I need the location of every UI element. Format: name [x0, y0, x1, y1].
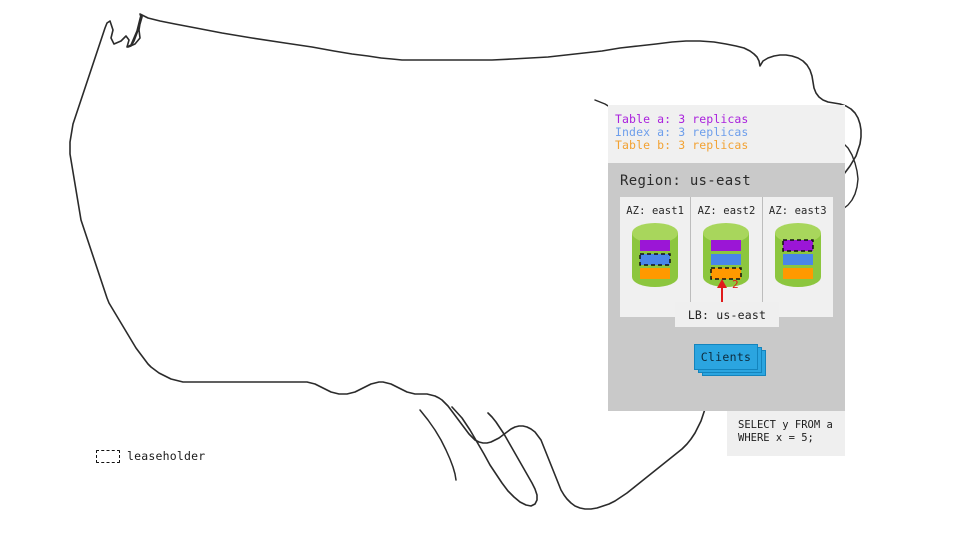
range-table-a-east3 [782, 239, 814, 252]
sql-query-box: SELECT y FROM a WHERE x = 5; [727, 411, 845, 456]
range-table-b-east2 [710, 267, 743, 280]
database-node-east3 [773, 222, 823, 288]
sql-query-line-2: WHERE x = 5; [738, 432, 814, 444]
range-index-a-east3 [782, 254, 813, 265]
load-balancer-label: LB: us-east [687, 307, 767, 322]
az-label-east1: AZ: east1 [626, 205, 685, 217]
replica-legend-row-table-b: Table b: 3 replicas [615, 138, 749, 153]
az-label-east3: AZ: east3 [768, 205, 827, 217]
arrow-head [717, 279, 727, 288]
replica-legend-row-table-a: Table a: 3 replicas [615, 112, 749, 126]
range-table-a-east1 [640, 240, 671, 251]
clients-stack: Clients [694, 344, 766, 376]
az-cell-east2: AZ: east2 [690, 197, 761, 317]
availability-zone-strip: AZ: east1 AZ: east2 [620, 197, 833, 317]
range-table-b-east1 [640, 268, 671, 279]
florida-peninsula [451, 406, 538, 507]
us-border-path [69, 13, 862, 510]
range-table-a-east2 [711, 240, 742, 251]
leaseholder-legend-label: leaseholder [127, 449, 206, 463]
range-index-a-east1 [639, 253, 671, 266]
replica-legend-panel: Table a: 3 replicas Index a: 3 replicas … [608, 105, 845, 163]
flow-arrow-label: 2 [732, 278, 739, 291]
range-index-a-east2 [711, 254, 742, 265]
load-balancer-box: LB: us-east [675, 302, 779, 327]
az-label-east2: AZ: east2 [697, 205, 756, 217]
az-cell-east1: AZ: east1 [620, 197, 690, 317]
range-table-b-east3 [782, 268, 813, 279]
dashed-rectangle-icon [96, 449, 120, 463]
sql-query-line-1: SELECT y FROM a [738, 419, 833, 431]
database-node-east2 [701, 222, 751, 288]
region-title: Region: us-east [620, 173, 751, 189]
replica-legend-row-index-a: Index a: 3 replicas [615, 125, 749, 140]
leaseholder-legend: leaseholder [96, 449, 205, 463]
clients-label: Clients [700, 350, 752, 364]
northeast-coast [841, 141, 859, 210]
clients-sheet-front: Clients [694, 344, 758, 370]
az-cell-east3: AZ: east3 [761, 197, 833, 317]
flow-arrow-2: 2 [716, 278, 746, 303]
database-node-east1 [630, 222, 680, 288]
texas-gulf-coast [419, 409, 457, 481]
